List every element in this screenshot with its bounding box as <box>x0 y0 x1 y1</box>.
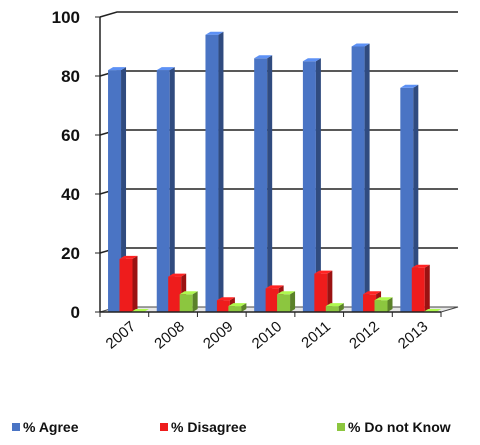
x-tick-label: 2011 <box>298 318 334 352</box>
x-tick-label: 2012 <box>346 318 382 352</box>
gridline <box>99 70 458 77</box>
legend-label: % Agree <box>23 419 79 435</box>
bar-disagree-2007 <box>119 255 138 312</box>
bar-agree-2012 <box>351 43 370 312</box>
x-tick-label: 2010 <box>249 318 285 352</box>
bar-disagree-2013 <box>411 264 430 312</box>
bar-do-not-know-2011 <box>325 303 344 312</box>
bar-agree-2009 <box>205 31 224 312</box>
y-tick-label: 20 <box>61 244 80 263</box>
bar-agree-2013 <box>400 84 419 312</box>
bar-disagree-2011 <box>314 270 333 312</box>
bar-do-not-know-2009 <box>228 303 247 312</box>
legend-swatch <box>12 423 20 431</box>
y-tick-label: 80 <box>61 67 80 86</box>
gridline <box>99 11 458 18</box>
y-tick-label: 60 <box>61 126 80 145</box>
bar-do-not-know-2012 <box>374 297 393 312</box>
x-tick-label: 2013 <box>395 318 431 352</box>
bar-agree-2008 <box>156 67 175 312</box>
bar-agree-2007 <box>108 67 127 312</box>
bar-agree-2011 <box>302 58 321 312</box>
bar-agree-2010 <box>254 55 273 313</box>
y-tick-label: 100 <box>52 8 80 27</box>
x-tick-label: 2009 <box>200 318 236 352</box>
legend-swatch <box>337 423 345 431</box>
x-tick-label: 2008 <box>151 318 187 352</box>
x-tick-label: 2007 <box>103 318 139 352</box>
legend-label: % Do not Know <box>348 419 451 435</box>
bar-do-not-know-2008 <box>179 291 198 312</box>
legend-swatch <box>160 423 168 431</box>
y-tick-label: 40 <box>61 185 80 204</box>
y-tick-label: 0 <box>71 303 80 322</box>
legend-label: % Disagree <box>171 419 247 435</box>
bar-do-not-know-2010 <box>277 291 296 312</box>
